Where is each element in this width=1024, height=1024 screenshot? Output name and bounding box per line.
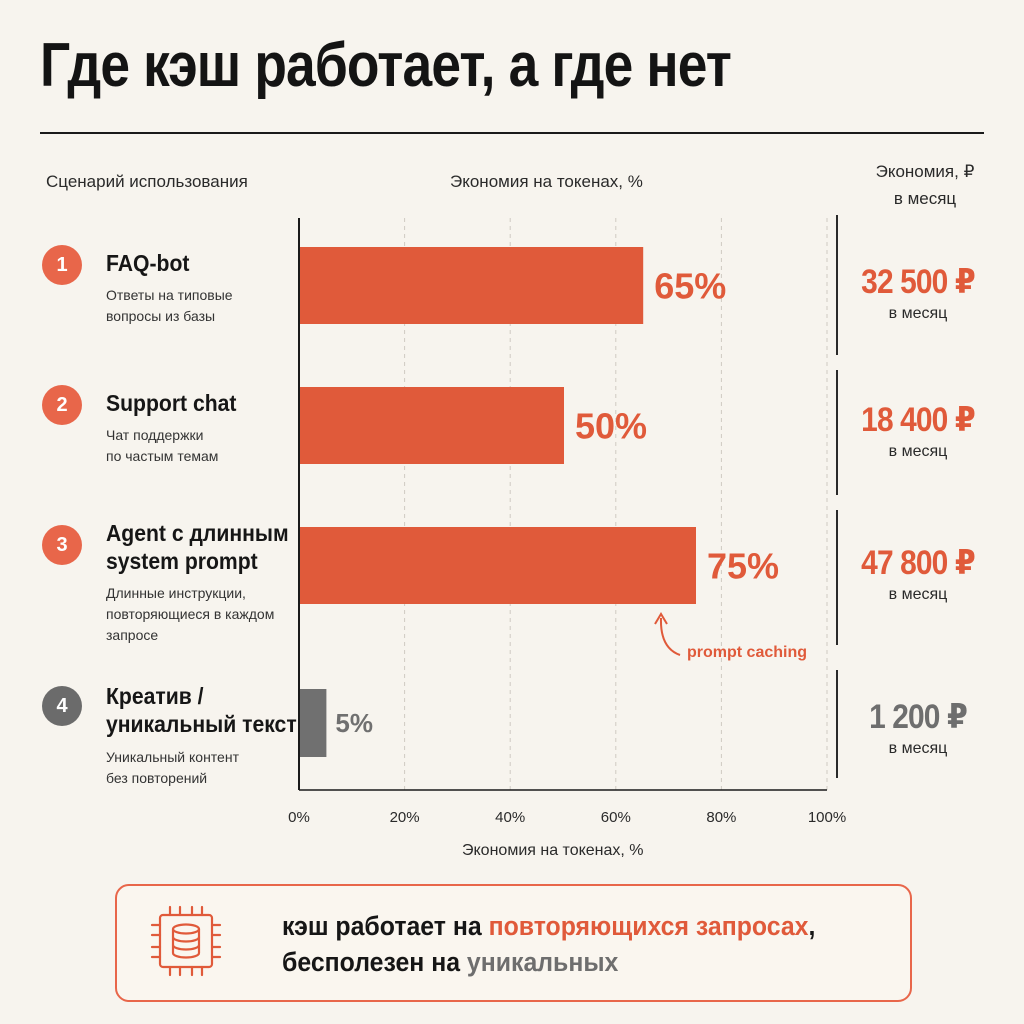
rub-header-line2: в месяц [893, 189, 957, 208]
bar-2-value-label: 50% [575, 406, 647, 447]
callout-highlight-repeating: повторяющихся запросах [488, 911, 809, 941]
row-3-desc-line3: запросе [106, 627, 159, 643]
bar-3-value-label: 75% [707, 546, 779, 587]
prompt-caching-annotation: prompt caching [687, 644, 808, 661]
row-2-rub-value: 18 400 ₽ [861, 401, 975, 439]
bar-1 [300, 247, 644, 324]
value-divider-3 [836, 510, 838, 645]
row-3-rub-value: 47 800 ₽ [861, 544, 975, 582]
x-tick-label-40: 40% [495, 809, 525, 826]
row-3-desc-line1: Длинные инструкции, [106, 585, 246, 601]
callout-part3: бесполезен на [282, 947, 467, 977]
callout-line1: кэш работает на повторяющихся запросах, [282, 908, 815, 944]
row-3-desc-line2: повторяющиеся в каждом [106, 606, 275, 622]
bar-4 [300, 689, 327, 757]
row-3-name-line1: Agent с длинным [106, 520, 289, 546]
row-3-rub-unit: в месяц [888, 586, 948, 603]
database-chip-icon [148, 903, 224, 984]
rub-header-line1: Экономия, ₽ [875, 162, 975, 181]
row-1-name: FAQ-bot [106, 250, 190, 276]
bar-1-value-label: 65% [654, 266, 726, 307]
row-2-rub-unit: в месяц [888, 443, 948, 460]
x-tick-label-0: 0% [288, 809, 310, 826]
page-title: Где кэш работает, а где нет [40, 31, 732, 100]
row-1-rub-unit: в месяц [888, 305, 948, 322]
annotation-arrowhead [654, 612, 668, 625]
row-4-name-line2: уникальный текст [106, 711, 297, 737]
conclusion-callout [115, 884, 912, 1002]
callout-part1: кэш работает на [282, 911, 489, 941]
row-2-desc-line2: по частым темам [106, 448, 219, 464]
value-divider-1 [836, 215, 838, 355]
row-4-rub-value: 1 200 ₽ [869, 698, 968, 736]
row-1-desc-line1: Ответы на типовые [106, 287, 233, 303]
row-1-number-badge: 1 [42, 245, 82, 285]
x-tick-label-60: 60% [601, 809, 631, 826]
row-2-number-badge: 2 [42, 385, 82, 425]
x-tick-label-20: 20% [390, 809, 420, 826]
callout-text: кэш работает на повторяющихся запросах, … [282, 908, 815, 980]
callout-part2: , [808, 911, 816, 941]
rub-column-header: Экономия, ₽ в месяц [860, 158, 990, 212]
bar-2 [300, 387, 564, 464]
row-2-name: Support chat [106, 390, 237, 416]
bar-4-value-label: 5% [335, 708, 373, 738]
row-4-number-badge: 4 [42, 686, 82, 726]
x-tick-label-100: 100% [808, 809, 846, 826]
bar-3 [300, 527, 696, 604]
value-divider-4 [836, 670, 838, 778]
title-divider [40, 132, 984, 134]
row-1-desc-line2: вопросы из базы [106, 308, 216, 324]
value-divider-2 [836, 370, 838, 495]
row-3-name-line2: system prompt [106, 548, 258, 574]
row-3-number-badge: 3 [42, 525, 82, 565]
callout-highlight-unique: уникальных [466, 947, 619, 977]
tokens-column-header: Экономия на токенах, % [450, 172, 643, 191]
row-4-desc-line1: Уникальный контент [106, 749, 239, 765]
row-1-rub-value: 32 500 ₽ [861, 263, 975, 301]
annotation-arrow [659, 617, 681, 656]
callout-line2: бесполезен на уникальных [282, 944, 815, 980]
row-2-desc-line1: Чат поддержки [106, 427, 204, 443]
row-4-name-line1: Креатив / [106, 683, 204, 709]
scenario-column-header: Сценарий использования [46, 172, 248, 191]
row-4-desc-line2: без повторений [106, 770, 208, 786]
x-tick-label-80: 80% [706, 809, 736, 826]
x-axis-label: Экономия на токенах, % [462, 842, 644, 859]
row-4-rub-unit: в месяц [888, 740, 948, 757]
